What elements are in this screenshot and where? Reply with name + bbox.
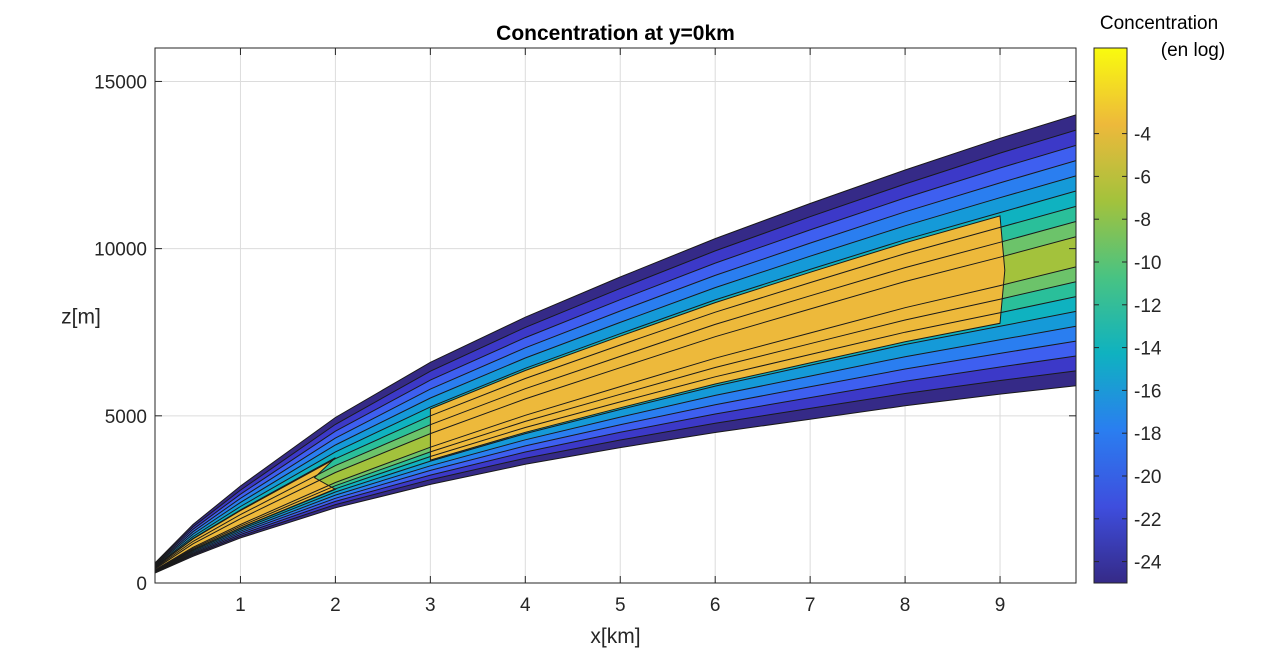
colorbar: -4 -6 -8 -10 -12 -14 -16 -18 -20 -22 -24 Concentra… (1093, 13, 1225, 584)
y-tick-label: 10000 (94, 240, 147, 261)
y-tick-label: 0 (136, 574, 147, 595)
x-tick-label: 1 (235, 595, 246, 616)
contour-line (155, 296, 1076, 572)
contour-band (429, 215, 1006, 461)
contour-line (155, 221, 1076, 569)
y-tick-label: 5000 (105, 407, 147, 428)
x-tick-label: 2 (330, 595, 341, 616)
contour-line (155, 160, 1076, 566)
colorbar-tick-label: -6 (1134, 167, 1151, 188)
contour-lines (155, 114, 1076, 574)
contour-line (155, 205, 1076, 568)
colorbar-tick-label: -22 (1134, 510, 1161, 531)
contour-line (155, 385, 1076, 574)
contour-line (155, 325, 1076, 572)
colorbar-tick-label: -12 (1134, 296, 1161, 317)
contour-line (155, 175, 1076, 567)
colorbar-tick-label: -18 (1134, 424, 1161, 445)
contour-line (155, 236, 1076, 570)
contour-line (155, 266, 1076, 571)
y-tick-label: 15000 (94, 72, 147, 93)
colorbar-ticks: -4 -6 -8 -10 -12 -14 -16 -18 -20 -22 -24 (1094, 125, 1162, 574)
contour-line (155, 190, 1076, 568)
colorbar-title-line2: (en log) (1161, 40, 1225, 61)
contour-line (155, 355, 1076, 573)
colorbar-gradient (1093, 47, 1128, 584)
contour-line (155, 370, 1076, 574)
x-tick-label: 6 (710, 595, 721, 616)
plot-frame (154, 47, 1077, 584)
contour-line (155, 144, 1076, 565)
x-tick-label: 7 (805, 595, 816, 616)
colorbar-title-line1: Concentration (1100, 13, 1218, 34)
contour-line (155, 114, 1076, 564)
x-tick-label: 8 (900, 595, 911, 616)
colorbar-tick-label: -14 (1134, 339, 1162, 360)
contour-line (155, 340, 1076, 573)
colorbar-tick-label: -4 (1134, 125, 1151, 146)
contour-line (155, 129, 1076, 565)
x-tick-label: 3 (425, 595, 436, 616)
axis-ticks: 1 2 3 4 5 6 7 8 9 0 5000 10000 15000 (94, 48, 1076, 616)
x-axis-label: x[km] (590, 625, 640, 648)
colorbar-tick-label: -24 (1134, 553, 1162, 574)
x-tick-label: 4 (520, 595, 531, 616)
x-tick-label: 5 (615, 595, 626, 616)
colorbar-tick-label: -8 (1134, 210, 1151, 231)
colorbar-tick-label: -10 (1134, 253, 1161, 274)
chart-title: Concentration at y=0km (496, 22, 735, 45)
y-axis-label: z[m] (61, 306, 101, 329)
colorbar-tick-label: -16 (1134, 381, 1161, 402)
contour-line (155, 310, 1076, 572)
x-tick-label: 9 (995, 595, 1006, 616)
contour-line (155, 281, 1076, 571)
colorbar-tick-label: -20 (1134, 467, 1161, 488)
